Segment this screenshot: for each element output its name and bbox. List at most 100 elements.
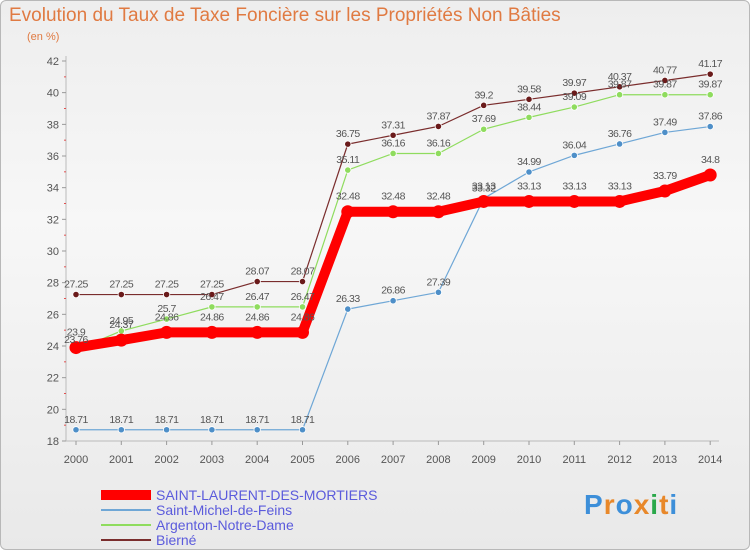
x-tick-label: 2012 bbox=[607, 454, 631, 466]
legend-swatch bbox=[101, 489, 151, 500]
data-label: 39.58 bbox=[517, 83, 541, 95]
data-point bbox=[298, 426, 307, 434]
data-label: 39.87 bbox=[653, 79, 677, 91]
legend-label: Argenton-Notre-Dame bbox=[156, 516, 294, 533]
data-point bbox=[480, 101, 488, 109]
data-label: 38.44 bbox=[517, 101, 541, 113]
data-point bbox=[434, 149, 442, 158]
data-label: 33.13 bbox=[608, 180, 632, 192]
data-label: 37.86 bbox=[698, 111, 722, 123]
data-label: 39.87 bbox=[698, 79, 722, 91]
unit-label: (en %) bbox=[27, 31, 60, 43]
data-label: 26.33 bbox=[336, 293, 360, 305]
data-label: 18.71 bbox=[64, 414, 88, 426]
logo-letter: P bbox=[584, 489, 604, 520]
data-point bbox=[163, 315, 171, 323]
x-tick-label: 2007 bbox=[381, 454, 405, 466]
x-tick-label: 2009 bbox=[471, 454, 495, 466]
data-label: 33.13 bbox=[472, 180, 496, 192]
data-point bbox=[661, 91, 669, 99]
x-tick-label: 2001 bbox=[109, 454, 133, 466]
data-point bbox=[208, 290, 216, 299]
data-label: 18.71 bbox=[200, 414, 224, 426]
data-label: 34.8 bbox=[701, 154, 720, 166]
data-label: 24.86 bbox=[155, 311, 179, 323]
data-label: 36.75 bbox=[336, 128, 360, 140]
data-point bbox=[341, 205, 355, 219]
x-tick-label: 2014 bbox=[698, 454, 722, 466]
data-label: 36.16 bbox=[381, 137, 405, 149]
data-point bbox=[706, 91, 714, 99]
legend-item[interactable]: Bierné bbox=[101, 532, 377, 548]
data-point bbox=[477, 194, 491, 208]
x-tick-label: 2011 bbox=[562, 454, 586, 466]
data-point bbox=[208, 426, 216, 434]
data-point bbox=[253, 426, 261, 434]
x-tick-label: 2002 bbox=[154, 454, 178, 466]
data-point bbox=[615, 140, 624, 148]
data-label: 36.16 bbox=[427, 137, 451, 149]
data-point bbox=[208, 303, 216, 311]
legend-item[interactable]: Argenton-Notre-Dame bbox=[101, 516, 377, 533]
y-tick-label: 34 bbox=[47, 183, 59, 195]
data-label: 33.13 bbox=[517, 180, 541, 192]
data-label: 39.87 bbox=[608, 79, 632, 91]
data-label: 34.99 bbox=[517, 156, 541, 168]
data-point bbox=[706, 70, 714, 78]
y-tick-label: 24 bbox=[47, 341, 59, 353]
x-tick-label: 2000 bbox=[64, 454, 88, 466]
data-point bbox=[525, 168, 533, 176]
logo-letter: i bbox=[669, 489, 679, 520]
data-label: 37.69 bbox=[472, 113, 496, 125]
data-point bbox=[160, 325, 174, 339]
data-point bbox=[344, 166, 352, 174]
data-label: 24.86 bbox=[245, 311, 269, 323]
data-label: 40.77 bbox=[653, 64, 677, 76]
data-label: 27.25 bbox=[109, 279, 133, 291]
data-point bbox=[661, 128, 669, 137]
data-point bbox=[253, 277, 261, 286]
data-label: 36.04 bbox=[562, 139, 586, 151]
data-label: 28.07 bbox=[291, 266, 315, 278]
logo-letter: x bbox=[633, 489, 651, 520]
data-label: 24.86 bbox=[291, 311, 315, 323]
data-label: 37.49 bbox=[653, 116, 677, 128]
data-label: 32.48 bbox=[381, 191, 405, 203]
data-point bbox=[117, 426, 125, 434]
y-tick-label: 32 bbox=[47, 214, 59, 226]
data-label: 26.47 bbox=[291, 291, 315, 303]
data-label: 39.09 bbox=[562, 91, 586, 103]
legend-label: Saint-Michel-de-Feins bbox=[156, 501, 293, 518]
data-point bbox=[525, 113, 533, 121]
y-tick-label: 26 bbox=[47, 309, 59, 321]
data-label: 24.37 bbox=[109, 319, 133, 331]
data-label: 32.48 bbox=[427, 191, 451, 203]
data-label: 40.37 bbox=[608, 71, 632, 83]
data-point bbox=[613, 194, 627, 208]
data-point bbox=[389, 149, 397, 158]
data-point bbox=[163, 290, 171, 299]
legend-swatch bbox=[101, 523, 151, 526]
data-point bbox=[163, 426, 171, 434]
data-point bbox=[706, 122, 714, 131]
data-label: 24.95 bbox=[109, 315, 133, 327]
proxiti-logo[interactable]: Proxiti bbox=[584, 489, 678, 521]
data-point bbox=[570, 103, 578, 111]
legend-item[interactable]: Saint-Michel-de-Feins bbox=[101, 501, 377, 518]
y-tick-label: 36 bbox=[47, 151, 59, 163]
legend-item[interactable]: SAINT-LAURENT-DES-MORTIERS bbox=[101, 487, 377, 503]
y-tick-label: 38 bbox=[47, 119, 59, 131]
data-label: 37.87 bbox=[427, 110, 451, 122]
data-point bbox=[658, 184, 672, 198]
data-label: 26.86 bbox=[381, 285, 405, 297]
data-point bbox=[615, 91, 624, 99]
logo-letter: r bbox=[603, 489, 616, 520]
x-tick-label: 2010 bbox=[517, 454, 541, 466]
y-tick-label: 18 bbox=[47, 436, 59, 448]
logo-letter: t bbox=[659, 489, 670, 520]
x-tick-label: 2013 bbox=[653, 454, 677, 466]
data-point bbox=[570, 151, 578, 159]
data-point bbox=[567, 194, 581, 208]
